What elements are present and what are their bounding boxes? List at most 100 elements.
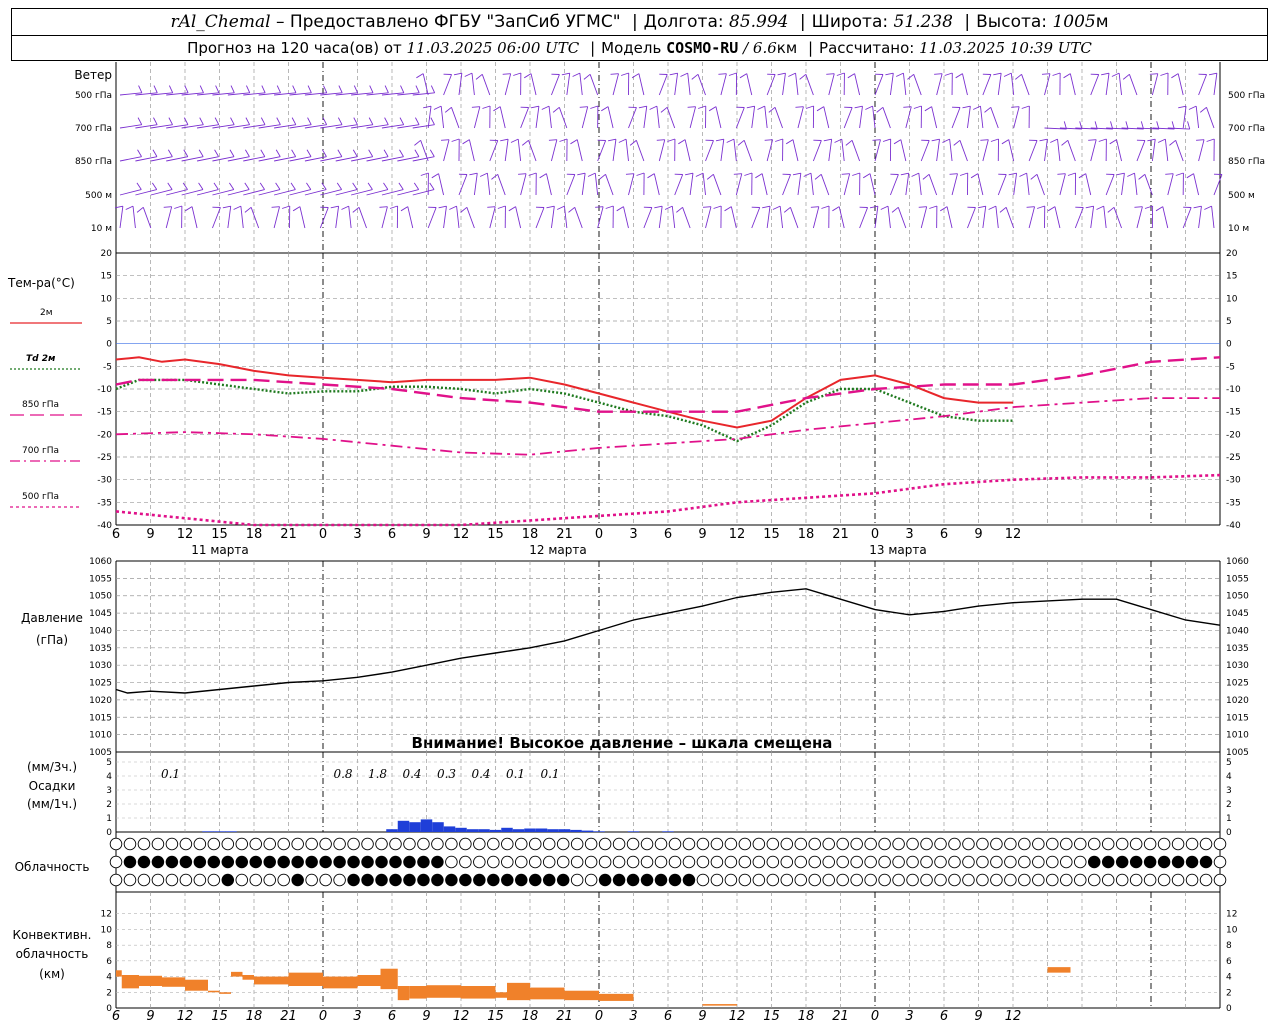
cloud-symbol bbox=[249, 873, 262, 887]
wind-barb-feather bbox=[755, 173, 763, 179]
wind-barb bbox=[564, 206, 568, 229]
conv-unit: (км) bbox=[39, 967, 65, 981]
wind-barb-feather bbox=[229, 149, 235, 157]
wind-barb bbox=[607, 106, 614, 129]
wind-barb bbox=[397, 92, 420, 96]
conv-cloud-bar bbox=[288, 972, 323, 986]
time-tick-label: 15 bbox=[211, 527, 228, 542]
temp-ytick-left: -20 bbox=[97, 430, 112, 440]
wind-barb-feather bbox=[399, 117, 405, 125]
wind-barb bbox=[132, 206, 136, 229]
wind-barb bbox=[735, 107, 745, 129]
wind-barb-feather bbox=[1041, 73, 1051, 75]
wind-barb-feather bbox=[762, 205, 771, 209]
cloud-symbol bbox=[515, 855, 528, 869]
wind-barb-feather bbox=[341, 205, 349, 210]
cloud-symbol bbox=[473, 873, 486, 887]
wind-barb bbox=[682, 207, 691, 229]
cloud-symbol bbox=[1213, 873, 1227, 887]
precip-bar bbox=[581, 830, 594, 832]
wind-barb-feather bbox=[1199, 106, 1207, 113]
pressure-ytick-right: 1045 bbox=[1226, 609, 1249, 619]
wind-barb bbox=[566, 73, 571, 96]
cloud-symbol bbox=[137, 837, 151, 851]
cloud-symbol bbox=[445, 873, 458, 887]
conv-ytick-left: 4 bbox=[106, 973, 112, 983]
wind-barb bbox=[150, 156, 173, 162]
wind-barb bbox=[1134, 173, 1138, 196]
wind-barb bbox=[227, 124, 250, 129]
wind-barb-feather bbox=[493, 106, 501, 112]
wind-barb bbox=[381, 124, 404, 129]
wind-barb-feather bbox=[911, 172, 920, 177]
cloud-symbol bbox=[962, 837, 975, 851]
wind-barb bbox=[1069, 73, 1076, 96]
precip-bar bbox=[627, 831, 640, 832]
wind-barb-feather bbox=[826, 73, 835, 75]
cloud-symbol bbox=[864, 855, 877, 869]
pressure-ytick-right: 1060 bbox=[1226, 557, 1249, 567]
time-tick-label-bottom: 0 bbox=[319, 1009, 327, 1024]
cloud-symbol bbox=[878, 837, 891, 851]
wind-barb-feather bbox=[174, 205, 183, 209]
wind-barb-feather bbox=[487, 206, 496, 208]
latitude-value: 51.238 bbox=[893, 12, 953, 32]
cloud-symbol bbox=[990, 855, 1003, 869]
wind-barb-feather bbox=[322, 149, 327, 157]
wind-barb bbox=[951, 173, 958, 196]
calc-time: 11.03.2025 10:39 UTC bbox=[919, 39, 1092, 57]
precip-bar bbox=[443, 826, 456, 832]
wind-barb bbox=[594, 173, 599, 196]
cloud-symbol bbox=[668, 873, 682, 887]
wind-barb-feather bbox=[1001, 139, 1009, 145]
cloud-symbol bbox=[668, 837, 682, 851]
wind-barb-feather bbox=[638, 105, 647, 109]
wind-barb bbox=[304, 124, 327, 129]
wind-barb bbox=[335, 189, 358, 196]
wind-barb bbox=[918, 173, 922, 196]
wind-barb bbox=[705, 206, 712, 229]
cloud-symbol bbox=[1060, 855, 1073, 869]
wind-barb-feather bbox=[792, 172, 801, 176]
time-tick-label-bottom: 6 bbox=[664, 1009, 672, 1024]
wind-barb bbox=[936, 139, 940, 162]
wind-barb-feather bbox=[1206, 138, 1215, 142]
wind-barb-feather bbox=[1178, 105, 1187, 109]
cloud-symbol bbox=[878, 855, 891, 869]
cloud-symbol bbox=[1074, 855, 1087, 869]
wind-barb-feather bbox=[1026, 206, 1035, 208]
wind-barb-feather bbox=[182, 182, 188, 190]
cloud-symbol bbox=[794, 855, 808, 869]
precip-bar bbox=[202, 831, 214, 832]
cloud-symbol bbox=[948, 855, 961, 869]
wind-barb bbox=[381, 92, 404, 96]
header-row-forecast: Прогноз на 120 часа(ов) от 11.03.2025 06… bbox=[187, 39, 1092, 57]
pressure-ytick-left: 1005 bbox=[89, 748, 112, 758]
wind-barb bbox=[666, 107, 676, 129]
wind-barb bbox=[196, 92, 219, 96]
temp-ytick-right: -15 bbox=[1226, 408, 1241, 418]
wind-barb-feather bbox=[352, 149, 358, 157]
longitude-label: Долгота: bbox=[643, 12, 724, 32]
cloud-symbol bbox=[1087, 855, 1101, 869]
wind-barb-feather bbox=[1015, 73, 1022, 80]
time-tick-label-bottom: 12 bbox=[453, 1009, 470, 1024]
wind-barb-feather bbox=[413, 182, 420, 190]
pressure-ytick-left: 1025 bbox=[89, 679, 112, 689]
cloud-symbol bbox=[752, 837, 766, 851]
wind-barb-feather bbox=[244, 206, 252, 213]
cloud-symbol bbox=[850, 855, 863, 869]
wind-barb bbox=[1067, 140, 1076, 162]
time-tick-label: 21 bbox=[280, 527, 297, 542]
wind-barb-feather bbox=[539, 173, 547, 179]
conv-cloud-bar bbox=[599, 993, 634, 1001]
wind-barb-feather bbox=[1096, 205, 1104, 210]
wind-barb bbox=[191, 206, 198, 229]
cloud-symbol bbox=[710, 855, 724, 869]
wind-barb bbox=[656, 106, 660, 129]
wind-barb bbox=[751, 207, 761, 229]
wind-barb-feather bbox=[865, 105, 873, 110]
wind-barb-feather bbox=[198, 149, 204, 157]
cloud-symbol bbox=[640, 855, 654, 869]
wind-barb bbox=[530, 73, 537, 96]
